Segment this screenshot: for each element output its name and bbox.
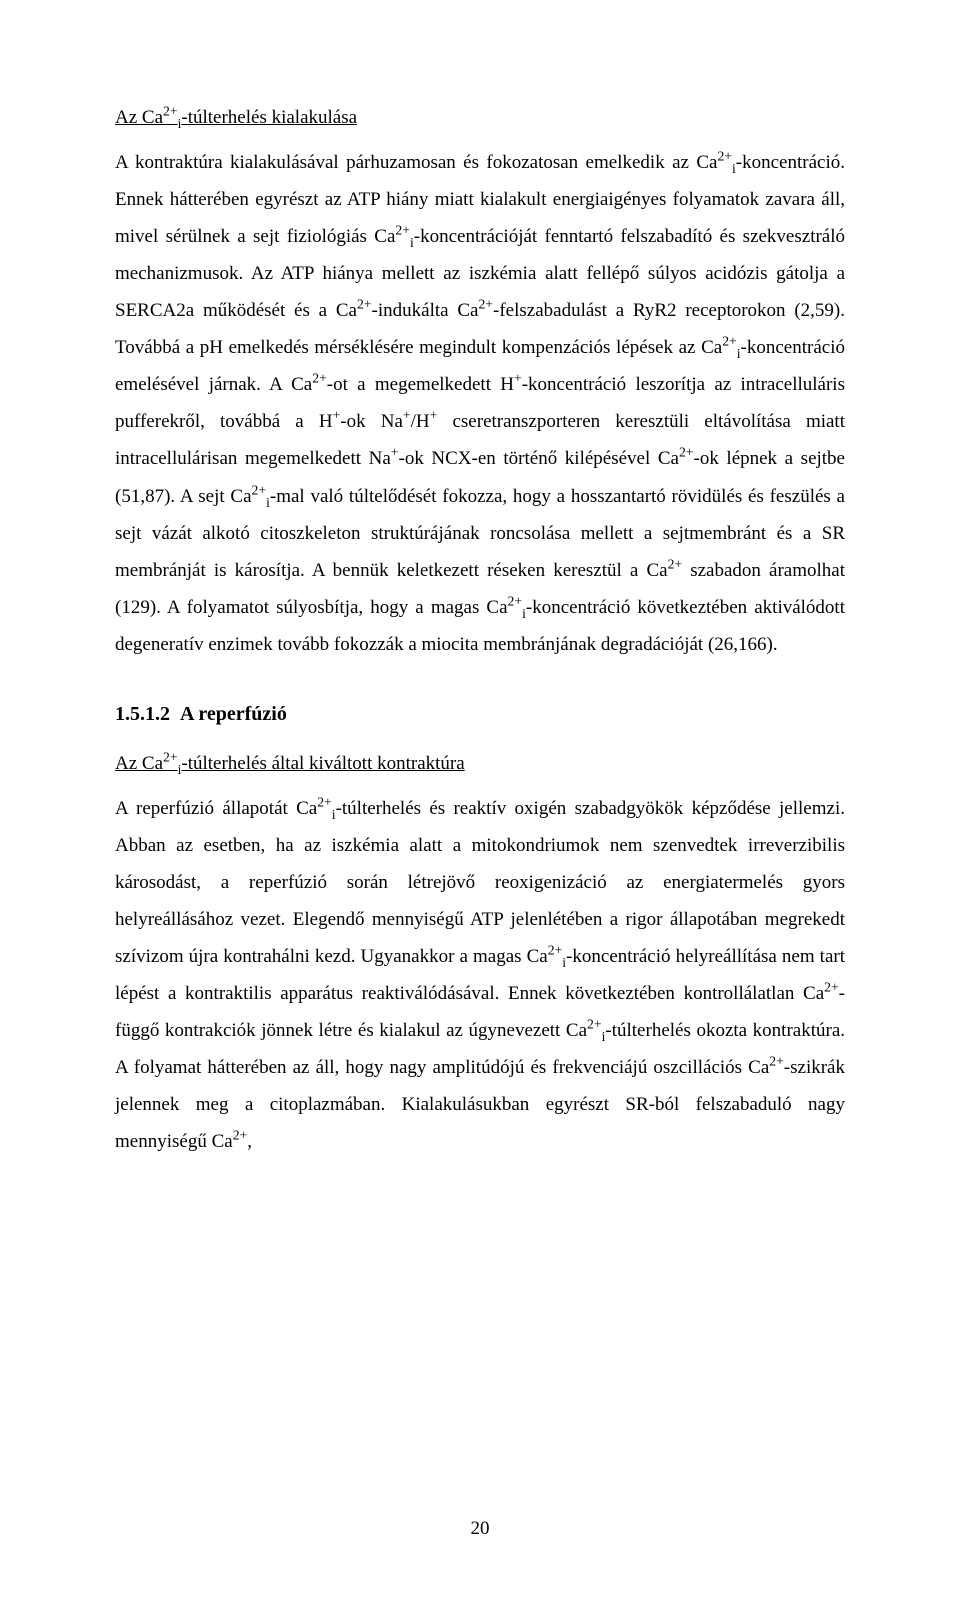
section-1: Az Ca2+i-túlterhelés kialakulása A kontr… bbox=[115, 100, 845, 663]
section-1-heading: Az Ca2+i-túlterhelés kialakulása bbox=[115, 100, 845, 136]
section-2-subheading: Az Ca2+i-túlterhelés által kiváltott kon… bbox=[115, 746, 845, 782]
section-2-heading: 1.5.1.2 A reperfúzió bbox=[115, 703, 845, 726]
section-2: 1.5.1.2 A reperfúzió Az Ca2+i-túlterhelé… bbox=[115, 703, 845, 1161]
section-2-body: A reperfúzió állapotát Ca2+i-túlterhelés… bbox=[115, 790, 845, 1160]
page-number: 20 bbox=[0, 1518, 960, 1540]
section-1-body: A kontraktúra kialakulásával párhuzamosa… bbox=[115, 144, 845, 663]
